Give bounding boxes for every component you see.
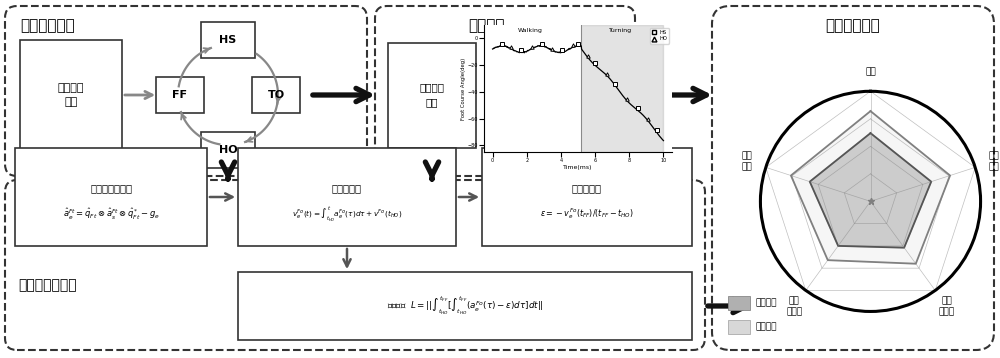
- Text: 零速度更新: 零速度更新: [332, 183, 362, 193]
- Text: 转弯检测: 转弯检测: [468, 18, 505, 33]
- Text: Turning: Turning: [609, 28, 632, 33]
- Text: 步态相位划分: 步态相位划分: [20, 18, 75, 33]
- Bar: [581, 25, 663, 152]
- Text: HS: HS: [219, 35, 237, 45]
- FancyBboxPatch shape: [728, 296, 750, 310]
- FancyBboxPatch shape: [728, 320, 750, 334]
- FancyBboxPatch shape: [252, 77, 300, 113]
- FancyBboxPatch shape: [20, 40, 122, 150]
- FancyBboxPatch shape: [388, 43, 476, 148]
- Text: 零速度校正: 零速度校正: [572, 183, 602, 193]
- Text: $\hat{a}_e^{Ft} = \hat{q}_{Ft}\otimes\hat{a}_s^{Ft}\otimes\hat{q}_{Ft}^* - g_e$: $\hat{a}_e^{Ft} = \hat{q}_{Ft}\otimes\ha…: [63, 207, 159, 222]
- Text: TO: TO: [267, 90, 285, 100]
- Text: FF: FF: [172, 90, 187, 100]
- Text: 局部加速度估计: 局部加速度估计: [90, 183, 132, 193]
- Legend: HS, HO: HS, HO: [650, 28, 669, 44]
- FancyBboxPatch shape: [482, 148, 692, 246]
- FancyBboxPatch shape: [201, 132, 255, 168]
- FancyBboxPatch shape: [15, 148, 207, 246]
- Text: HO: HO: [219, 145, 237, 155]
- Y-axis label: Foot Course Angle(deg): Foot Course Angle(deg): [461, 58, 466, 120]
- Text: 时空参数模型: 时空参数模型: [826, 18, 880, 33]
- Text: $v_e^{Fo}(t) = \int_{t_{HO}}^{t} a_e^{Fo}(\tau)d\tau + v^{Fo}(t_{HO})$: $v_e^{Fo}(t) = \int_{t_{HO}}^{t} a_e^{Fo…: [292, 204, 402, 223]
- X-axis label: Time(ms): Time(ms): [563, 165, 593, 170]
- Text: 双积分步幅计算: 双积分步幅计算: [18, 278, 77, 292]
- Text: 数据函数
分析: 数据函数 分析: [420, 83, 444, 107]
- Polygon shape: [791, 111, 950, 264]
- Text: 数据函数
分析: 数据函数 分析: [58, 83, 84, 107]
- Text: 步长计算  $L = ||\int_{t_{HO}}^{t_{FF}} [\int_{t_{HO}}^{t_{FF}} (a_e^{Fo}(\tau) - \v: 步长计算 $L = ||\int_{t_{HO}}^{t_{FF}} [\int…: [387, 295, 543, 318]
- FancyBboxPatch shape: [238, 148, 456, 246]
- Text: Walking: Walking: [518, 28, 543, 33]
- FancyBboxPatch shape: [156, 77, 204, 113]
- FancyBboxPatch shape: [201, 22, 255, 58]
- Text: 直行阶段: 直行阶段: [756, 323, 778, 332]
- FancyBboxPatch shape: [238, 272, 692, 340]
- Text: $\varepsilon = -v_e^{Fo}(t_{FF})/(t_{FF} - t_{HO})$: $\varepsilon = -v_e^{Fo}(t_{FF})/(t_{FF}…: [540, 207, 634, 222]
- Polygon shape: [810, 133, 931, 248]
- Text: 转弯阶段: 转弯阶段: [756, 299, 778, 308]
